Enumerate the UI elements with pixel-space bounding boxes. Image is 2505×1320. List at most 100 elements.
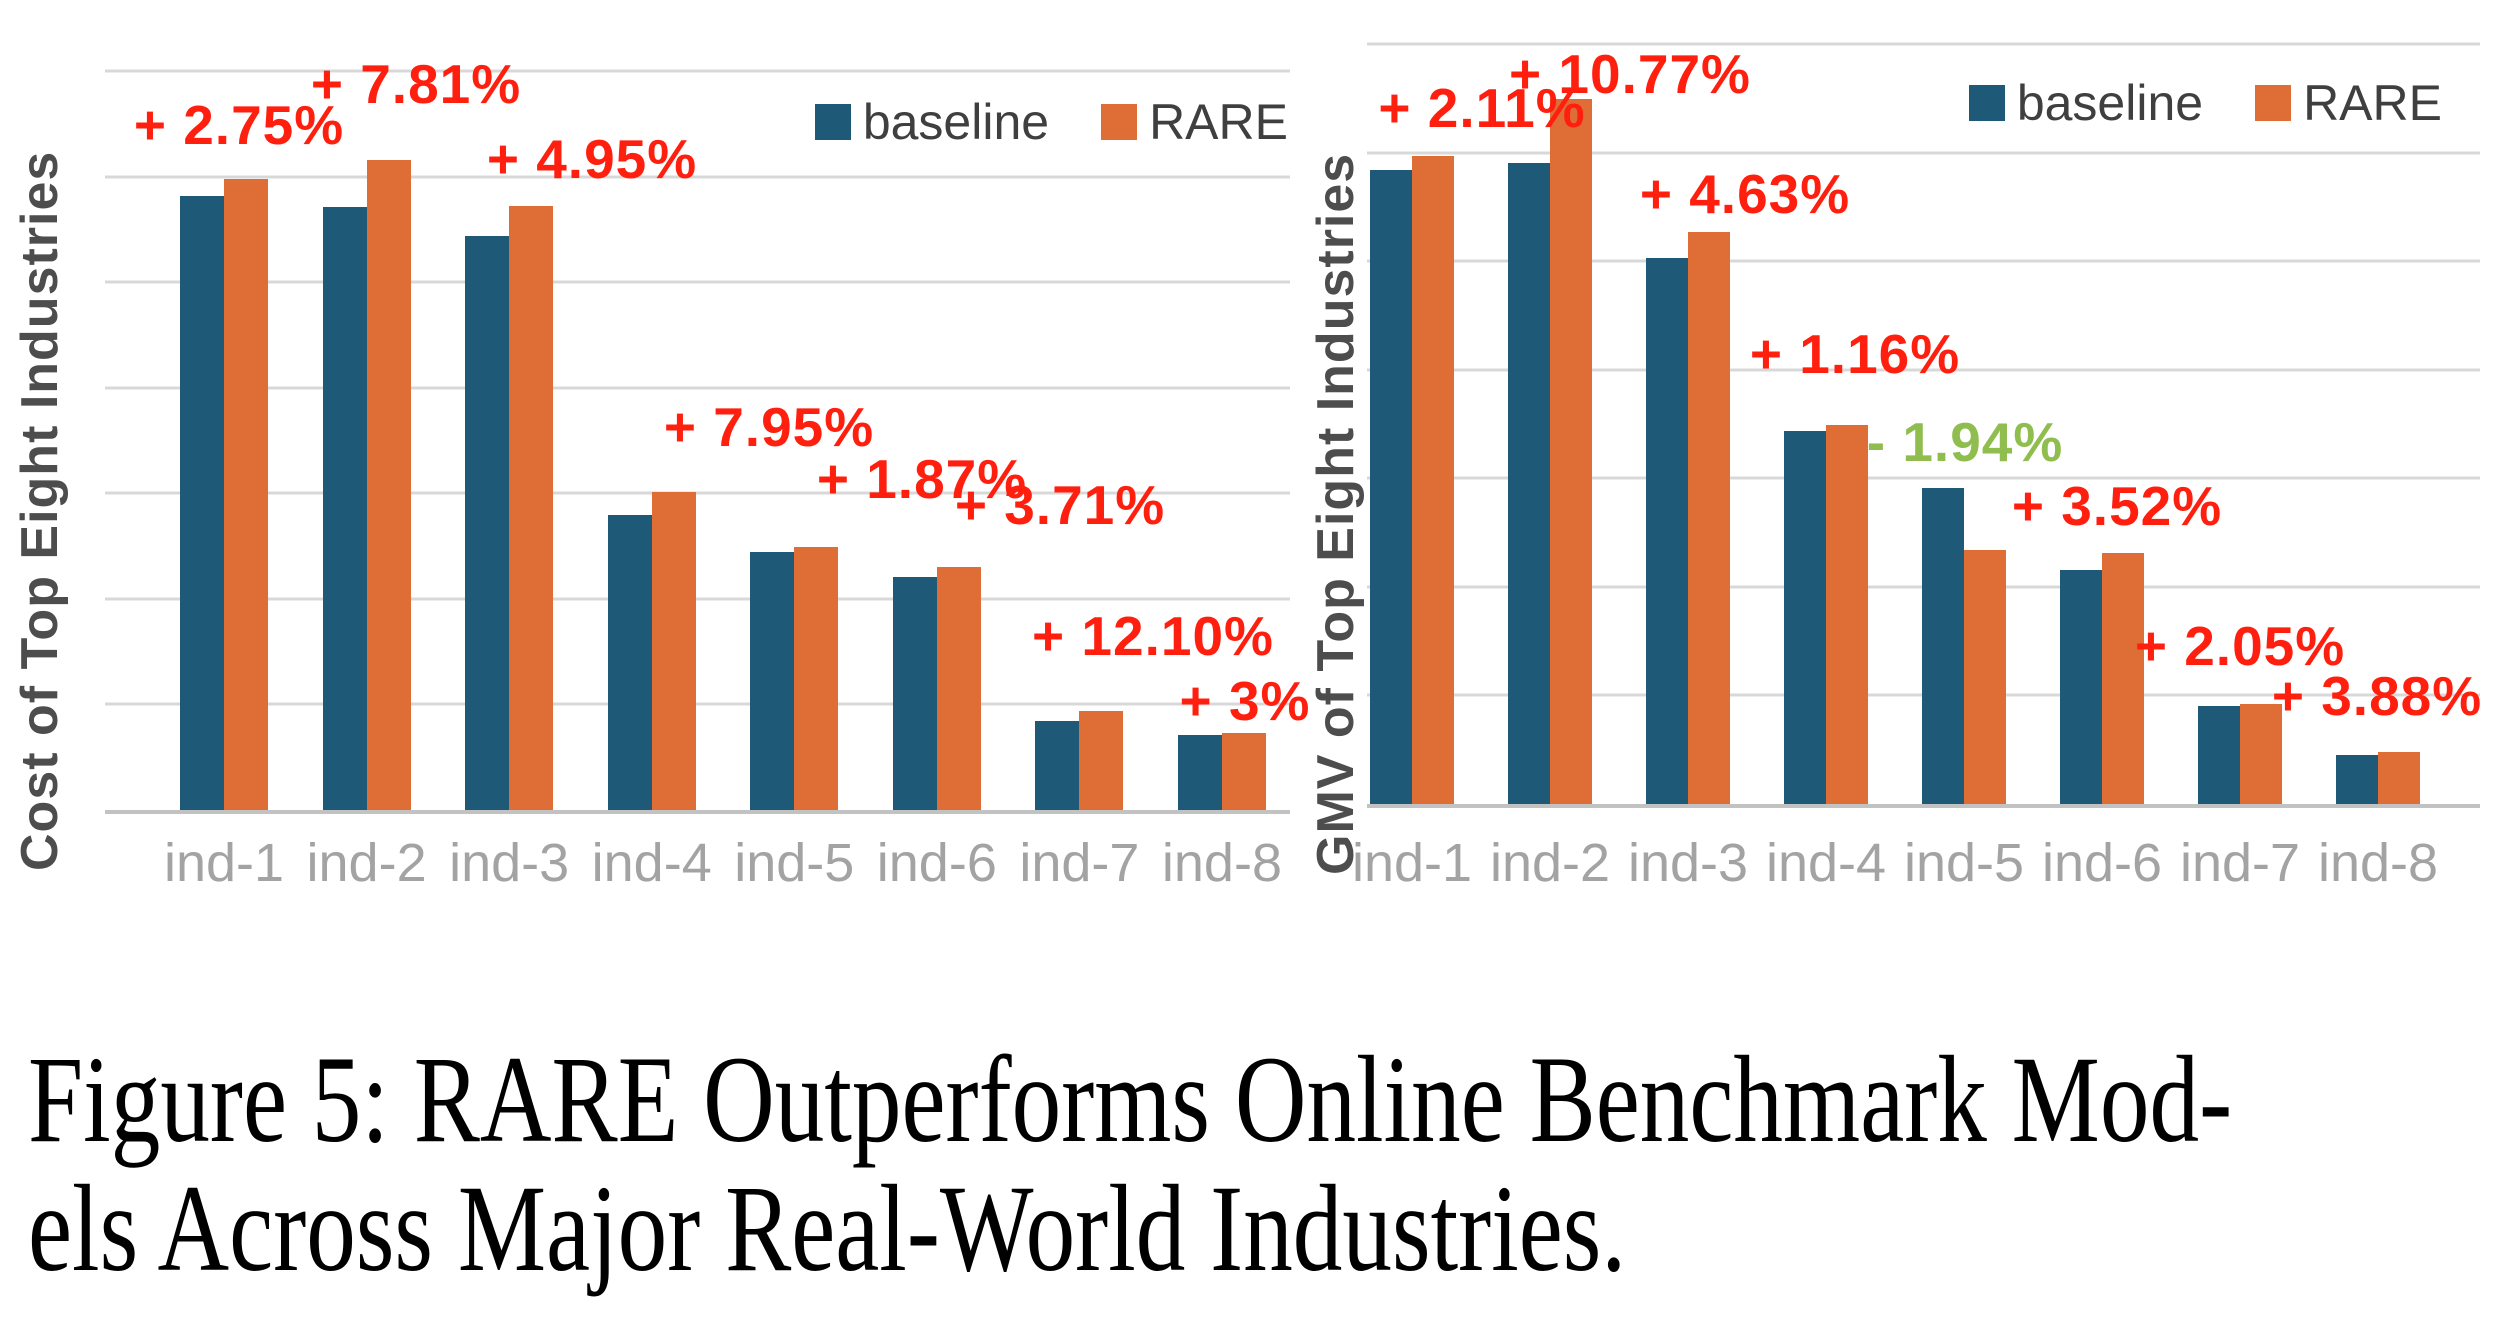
bar-baseline-ind-6 <box>892 576 937 810</box>
bar-baseline-ind-5 <box>1922 488 1964 804</box>
legend-rare-swatch <box>1101 104 1138 140</box>
bar-baseline-ind-2 <box>322 207 367 810</box>
bar-baseline-ind-7 <box>2198 706 2240 804</box>
gridline <box>105 597 1290 601</box>
annotation-ind-8: + 3% <box>1179 670 1311 732</box>
annotation-ind-7: + 12.10% <box>1032 605 1274 667</box>
x-axis-label-ind-2: ind-2 <box>1489 833 1611 893</box>
x-axis-label-ind-7: ind-7 <box>1019 833 1140 893</box>
gmv-bars-container <box>1367 44 2480 804</box>
bar-group-ind-6 <box>2060 44 2144 804</box>
legend-rare-label: RARE <box>1149 94 1288 150</box>
x-axis-label-ind-3: ind-3 <box>1627 833 1749 893</box>
bar-group-ind-4 <box>607 71 696 810</box>
x-axis-label-ind-4: ind-4 <box>591 833 712 893</box>
bar-baseline-ind-8 <box>1177 735 1222 810</box>
x-axis-label-ind-4: ind-4 <box>1765 833 1887 893</box>
gmv-chart-plot-area: baseline RARE + 2.11% + 10.77% + 4.63% + 1.… <box>1367 42 2483 808</box>
figure-caption-line-2: els Across Major Real-World Industries. <box>28 1159 1627 1297</box>
bar-group-ind-8 <box>2336 44 2420 804</box>
bar-RARE-ind-6 <box>2102 553 2144 804</box>
bar-RARE-ind-8 <box>2378 751 2420 804</box>
x-axis-label-ind-1: ind-1 <box>1351 833 1473 893</box>
annotation-ind-5: - 1.94% <box>1866 411 2064 473</box>
x-axis-label-ind-8: ind-8 <box>1161 833 1282 893</box>
bar-baseline-ind-5 <box>750 552 795 810</box>
bar-RARE-ind-5 <box>794 547 839 810</box>
gridline <box>105 702 1290 706</box>
x-axis-label-ind-5: ind-5 <box>734 833 855 893</box>
legend-baseline-label: baseline <box>862 94 1050 150</box>
x-axis-label-ind-8: ind-8 <box>2317 833 2439 893</box>
x-axis-label-ind-3: ind-3 <box>449 833 570 893</box>
gridline <box>1367 42 2480 46</box>
figure-caption-line-1: Figure 5: RARE Outperforms Online Benchm… <box>28 1031 2233 1168</box>
bar-group-ind-1 <box>180 71 268 810</box>
bar-RARE-ind-3 <box>509 206 554 810</box>
gridline <box>1367 368 2480 372</box>
legend-rare-swatch <box>2255 85 2292 121</box>
annotation-ind-2: + 7.81% <box>310 53 522 115</box>
x-axis-label-ind-2: ind-2 <box>306 833 427 893</box>
bar-RARE-ind-5 <box>1964 549 2006 804</box>
gmv-legend: baseline RARE <box>1968 74 2442 132</box>
bar-baseline-ind-3 <box>1646 257 1688 804</box>
cost-x-axis-labels: ind-1 ind-2 ind-3 ind-4 ind-5 ind-6 ind-7 ind-8 <box>105 832 1290 894</box>
bar-group-ind-3 <box>1646 44 1730 804</box>
bar-RARE-ind-3 <box>1688 231 1730 804</box>
bar-group-ind-7 <box>1035 71 1124 810</box>
bar-RARE-ind-8 <box>1221 732 1266 810</box>
x-axis-label-ind-1: ind-1 <box>163 833 285 893</box>
bar-baseline-ind-4 <box>607 515 652 810</box>
annotation-ind-2: + 10.77% <box>1509 43 1751 105</box>
annotation-ind-4: + 1.16% <box>1749 323 1961 385</box>
bar-group-ind-8 <box>1177 71 1266 810</box>
gridline <box>105 386 1290 390</box>
gridline <box>105 69 1290 73</box>
legend-rare-label: RARE <box>2303 75 2442 131</box>
gmv-y-axis-title: GMV of Top Eight Industries <box>1307 152 1365 876</box>
bar-RARE-ind-7 <box>1079 710 1124 810</box>
annotation-ind-5: + 1.87% <box>816 448 1028 510</box>
gridline <box>1367 259 2480 263</box>
x-axis-label-ind-6: ind-6 <box>876 833 997 893</box>
bar-baseline-ind-2 <box>1508 163 1550 804</box>
bar-group-ind-1 <box>1370 44 1454 804</box>
gridline <box>1367 476 2480 480</box>
annotation-ind-3: + 4.63% <box>1639 163 1851 225</box>
figure-caption: Figure 5: RARE Outperforms Online Benchm… <box>28 1031 2505 1297</box>
gridline <box>105 175 1290 179</box>
gmv-x-axis-labels: ind-1 ind-2 ind-3 ind-4 ind-5 ind-6 ind-7 ind-8 <box>1351 832 2480 894</box>
annotation-ind-8: + 3.88% <box>2271 665 2483 727</box>
legend-baseline-swatch <box>814 104 851 140</box>
bar-baseline-ind-1 <box>180 195 224 810</box>
annotation-ind-1: + 2.75% <box>133 94 345 156</box>
bar-group-ind-5 <box>1922 44 2006 804</box>
legend-baseline-label: baseline <box>2016 75 2204 131</box>
cost-chart-plot-area: baseline RARE + 2.75% + 7.81% + 4.95% + 7.9… <box>105 53 1309 814</box>
cost-bars-container <box>105 71 1290 810</box>
bar-RARE-ind-2 <box>366 159 411 810</box>
bar-RARE-ind-4 <box>651 492 696 810</box>
gridline <box>105 491 1290 495</box>
bar-group-ind-7 <box>2198 44 2282 804</box>
annotation-ind-4: + 7.95% <box>663 396 875 458</box>
bar-group-ind-3 <box>465 71 554 810</box>
bar-group-ind-4 <box>1784 44 1868 804</box>
bar-RARE-ind-4 <box>1826 425 1868 804</box>
annotation-ind-1: + 2.11% <box>1378 77 1586 139</box>
annotation-ind-6: + 3.71% <box>954 474 1166 536</box>
bar-RARE-ind-6 <box>936 567 981 810</box>
bar-baseline-ind-7 <box>1035 721 1080 810</box>
x-axis-label-ind-6: ind-6 <box>2041 833 2163 893</box>
bar-RARE-ind-1 <box>224 178 268 810</box>
bar-group-ind-2 <box>322 71 411 810</box>
bar-baseline-ind-8 <box>2336 755 2378 804</box>
x-axis-label-ind-5: ind-5 <box>1903 833 2025 893</box>
legend-baseline-swatch <box>1968 85 2005 121</box>
bar-baseline-ind-1 <box>1370 169 1412 804</box>
gridline <box>105 280 1290 284</box>
bar-baseline-ind-6 <box>2060 569 2102 804</box>
annotation-ind-7: + 2.05% <box>2134 615 2346 677</box>
